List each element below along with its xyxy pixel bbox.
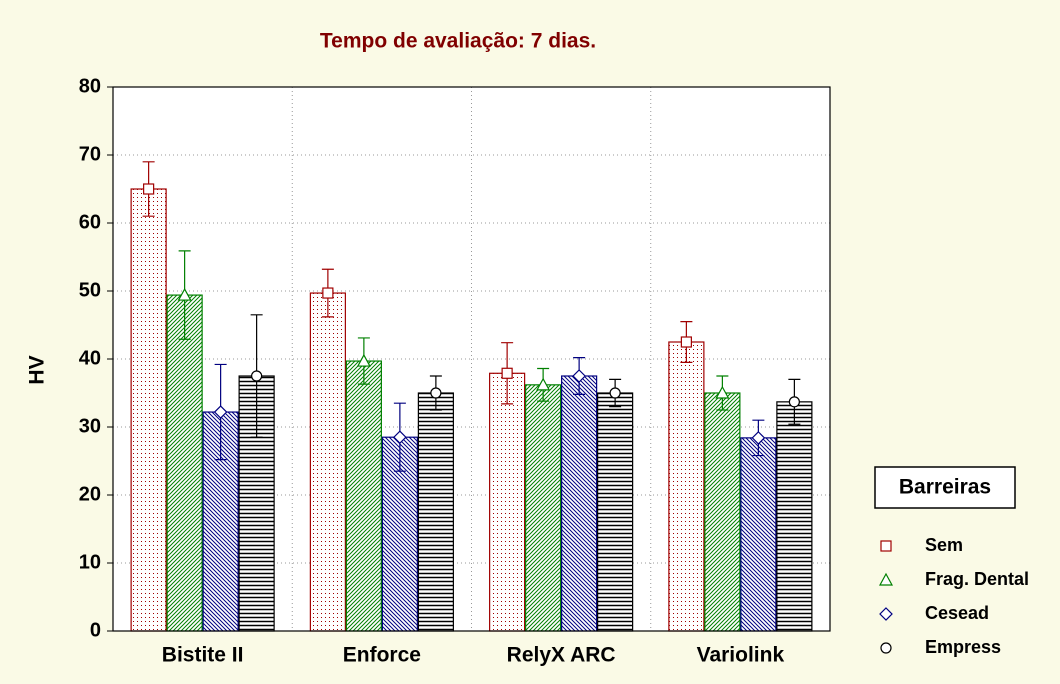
y-tick-label: 80 xyxy=(79,75,101,97)
y-tick-label: 70 xyxy=(79,143,101,165)
bar xyxy=(776,401,813,632)
bar xyxy=(130,188,167,632)
marker xyxy=(322,287,334,299)
legend-label: Empress xyxy=(925,637,1001,657)
legend-title: Barreiras xyxy=(899,476,991,499)
marker xyxy=(356,353,371,367)
y-tick-label: 40 xyxy=(79,347,101,369)
chart-title: Tempo de avaliação: 7 dias. xyxy=(320,30,596,53)
x-tick-label: RelyX ARC xyxy=(507,644,616,667)
legend-label: Frag. Dental xyxy=(925,569,1029,589)
marker xyxy=(251,370,263,382)
x-tick-label: Enforce xyxy=(343,644,421,667)
y-tick-label: 0 xyxy=(90,619,101,641)
marker xyxy=(878,572,894,586)
bar xyxy=(668,341,705,632)
marker xyxy=(715,385,730,399)
bar xyxy=(704,392,741,632)
marker xyxy=(572,369,586,383)
bar xyxy=(740,437,777,632)
marker xyxy=(880,540,892,552)
legend-label: Sem xyxy=(925,535,963,555)
marker xyxy=(788,396,800,408)
y-tick-label: 30 xyxy=(79,415,101,437)
bar xyxy=(561,375,598,632)
marker xyxy=(213,405,228,419)
y-tick-label: 60 xyxy=(79,211,101,233)
legend-label: Cesead xyxy=(925,603,989,623)
x-tick-label: Variolink xyxy=(697,644,785,667)
y-axis-label: HV xyxy=(26,355,49,384)
marker xyxy=(609,387,621,399)
legend-title-box xyxy=(874,466,1016,509)
plot-frame xyxy=(112,86,831,632)
marker xyxy=(880,642,892,654)
marker xyxy=(393,430,407,445)
bar xyxy=(525,384,562,632)
y-tick-label: 50 xyxy=(79,279,101,301)
bar xyxy=(166,294,203,632)
y-tick-label: 20 xyxy=(79,483,101,505)
bar xyxy=(417,392,454,632)
bar xyxy=(489,372,526,632)
marker xyxy=(177,287,192,301)
y-tick-label: 10 xyxy=(79,551,101,573)
bar xyxy=(345,360,382,632)
marker xyxy=(680,336,692,348)
marker xyxy=(143,183,155,195)
marker xyxy=(430,387,442,399)
bar xyxy=(597,392,634,632)
marker xyxy=(501,367,513,379)
x-tick-label: Bistite II xyxy=(162,644,244,667)
bar xyxy=(309,292,346,632)
marker xyxy=(536,377,551,391)
marker xyxy=(879,607,893,621)
marker xyxy=(751,431,766,445)
